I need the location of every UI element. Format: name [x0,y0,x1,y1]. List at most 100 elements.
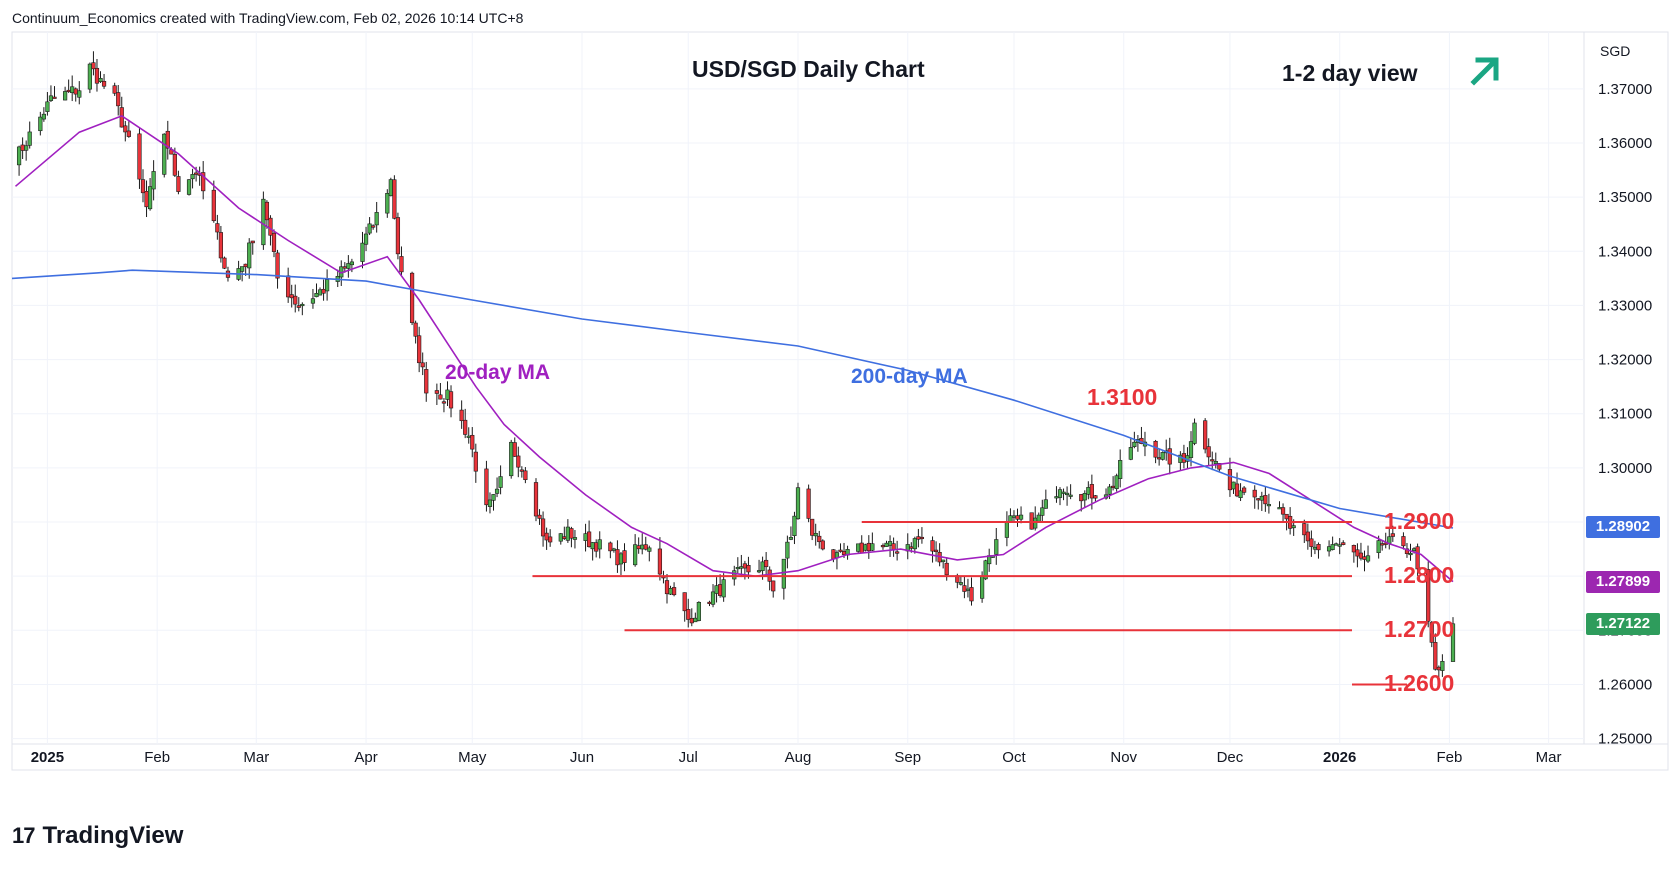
candle-body [558,533,563,542]
candle-body [682,592,687,612]
candle-down [686,598,691,628]
candle-body [1341,542,1346,545]
ma20-label: 20-day MA [445,361,551,385]
candle-body [1011,515,1017,518]
candle-body [286,275,291,298]
candle-body [831,549,836,560]
candle-up [45,92,50,116]
candle-body [87,63,92,90]
candle-down [268,215,273,246]
candle-body [643,544,648,550]
candle-body [215,223,220,233]
candle-body [1238,490,1243,498]
tradingview-brand[interactable]: 17 TradingView [12,822,183,850]
candle-body [27,131,32,146]
candle-body [1426,569,1431,622]
candle-body [980,575,985,599]
candle-body [498,476,503,488]
candle-up [1192,418,1197,446]
candle-body [194,172,199,175]
candle-body [994,539,999,555]
candle-body [190,174,195,180]
candle-down [962,576,967,599]
candle-down [271,229,277,258]
candle-body [1227,469,1233,491]
candle-body [275,252,280,279]
candle-down [1227,457,1233,497]
candle-up [38,111,43,136]
candle-body [785,541,790,559]
candle-body [640,544,645,550]
candle-down [771,580,776,598]
level-label-1.2600: 1.2600 [1384,670,1455,697]
candle-body [147,186,153,210]
candle-body [633,544,638,566]
x-tick-label: Feb [1437,749,1463,766]
candle-body [1380,543,1385,546]
candle-body [438,394,443,400]
candle-body [211,189,216,222]
candle-body [424,369,429,394]
candle-body [363,233,369,245]
candle-body [70,86,75,94]
y-tick-label: 1.32000 [1598,352,1652,369]
candle-up [491,494,496,511]
candle-up [1040,499,1045,523]
candle-body [583,533,588,541]
candle-down [222,256,227,270]
candle-body [445,389,450,400]
candle-down [540,511,546,547]
x-tick-label: Sep [894,749,921,766]
candle-body [764,559,769,568]
candle-down [682,592,687,622]
candle-body [810,518,815,536]
candle-body [664,580,670,595]
candle-down [52,86,57,99]
candle-body [271,232,277,252]
candle-body [101,80,107,87]
candle-up [647,545,652,562]
x-tick-label: Oct [1002,749,1026,766]
candle-body [409,272,415,323]
candle-body [1358,552,1364,559]
candle-body [519,469,524,472]
candle-body [1210,459,1215,462]
candle-body [325,279,330,292]
candle-down [1429,620,1434,648]
candle-down [438,382,443,400]
candle-up [1061,488,1066,501]
candle-body [261,198,266,246]
candle-up [247,238,252,279]
candle-body [1415,546,1420,570]
candle-down [176,170,181,195]
x-tick-label: Feb [144,749,170,766]
candle-body [24,145,29,151]
candle-down [895,540,900,561]
candle-body [1217,463,1222,470]
candle-body [310,298,316,304]
candle-body [144,191,149,208]
x-tick-label: 2026 [1323,749,1356,766]
candle-body [668,588,673,595]
candle-up [597,531,602,559]
candle-up [696,601,701,622]
candle-body [420,362,425,368]
candle-up [186,179,192,196]
candle-body [944,562,949,576]
candle-up [374,201,379,233]
candle-body [565,526,570,541]
ma200-price-badge: 1.28902 [1586,516,1660,539]
candle-down [424,361,429,402]
candle-body [41,113,46,120]
candle-body [16,146,22,166]
candle-down [671,582,677,597]
candle-body [792,515,797,537]
y-tick-label: 1.36000 [1598,135,1652,152]
candle-down [1206,438,1211,466]
candle-body [562,536,567,539]
y-tick-label: 1.35000 [1598,189,1652,206]
candle-body [1337,544,1342,547]
candle-body [1450,623,1456,662]
candle-body [48,95,54,101]
candle-body [151,171,156,190]
